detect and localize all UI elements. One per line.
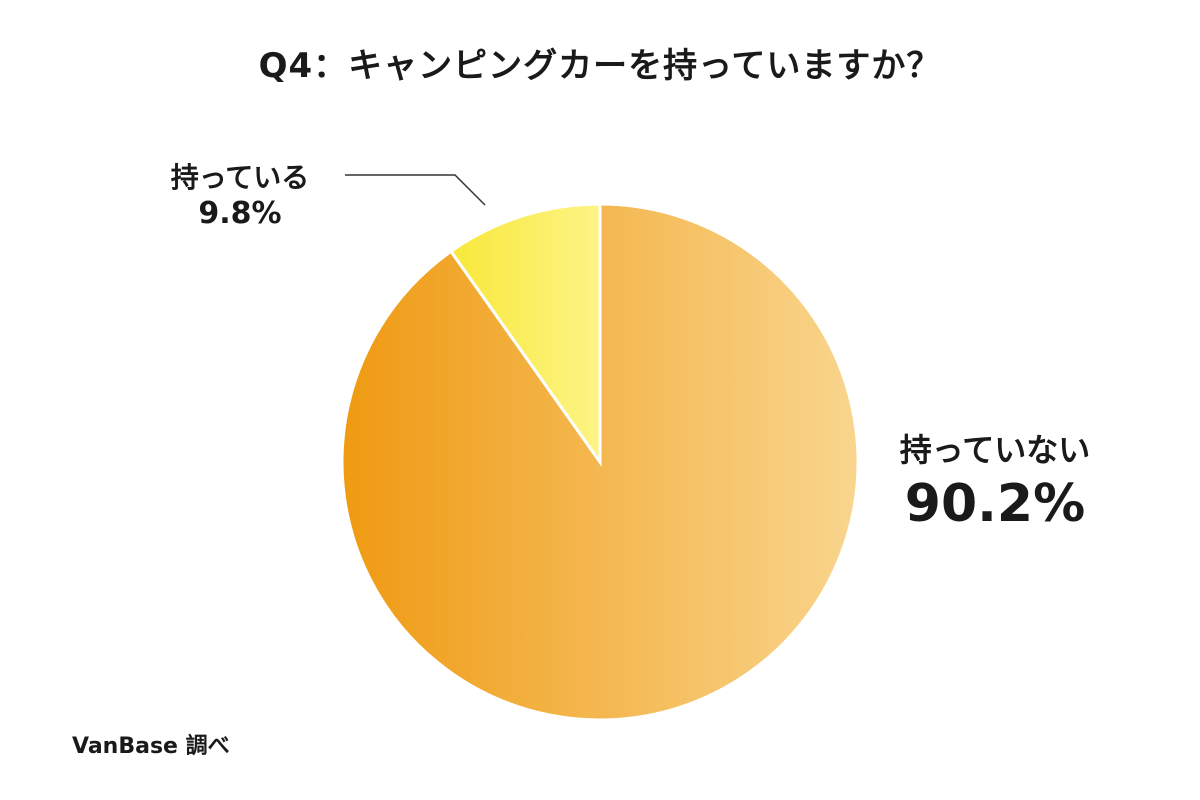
slice-label-owned-value: 9.8% (198, 196, 282, 231)
chart-title: Q4：キャンピングカーを持っていますか？ (258, 46, 942, 86)
pie-slice-owned (448, 202, 602, 467)
leader-line-owned (345, 174, 486, 206)
slice-label-owned-name: 持っている (170, 161, 310, 194)
slice-label-not-owned-name: 持っていない (899, 431, 1091, 469)
source-note: VanBase 調べ (72, 734, 230, 759)
slice-label-owned: 持っている 9.8% (150, 160, 330, 233)
slice-label-not-owned-value: 90.2% (904, 474, 1086, 534)
slice-label-not-owned: 持っていない 90.2% (890, 430, 1100, 537)
